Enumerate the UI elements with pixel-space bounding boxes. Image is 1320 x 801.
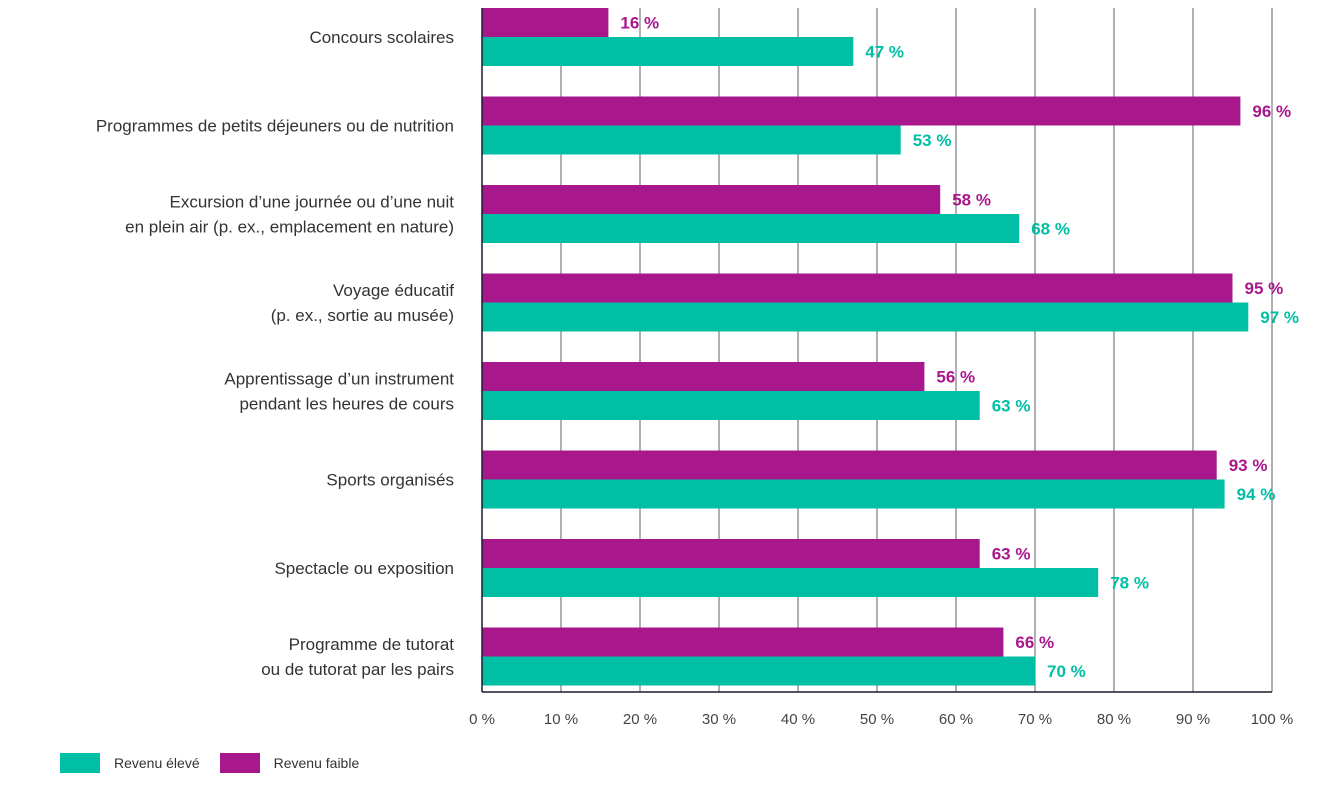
x-tick-label: 40 % — [781, 711, 815, 728]
data-label-high: 78 % — [1110, 574, 1149, 593]
category-label: en plein air (p. ex., emplacement en nat… — [125, 218, 454, 237]
x-tick-label: 10 % — [544, 711, 578, 728]
bar-low — [482, 8, 609, 37]
bar-low — [482, 185, 941, 214]
data-label-high: 68 % — [1031, 220, 1070, 239]
legend-swatch-low — [219, 753, 260, 773]
category-label: ou de tutorat par les pairs — [261, 660, 454, 679]
data-label-high: 97 % — [1260, 308, 1299, 327]
category-label: (p. ex., sortie au musée) — [271, 306, 454, 325]
data-label-low: 96 % — [1252, 102, 1291, 121]
data-label-high: 70 % — [1047, 662, 1086, 681]
category-label: Programme de tutorat — [289, 635, 455, 654]
category-label: Spectacle ou exposition — [274, 559, 454, 578]
data-label-low: 58 % — [952, 191, 991, 210]
data-label-low: 66 % — [1015, 633, 1054, 652]
bar-high — [482, 391, 980, 420]
bar-chart: 16 % 47 % Concours scolaires 96 % 53 % Progra… — [96, 8, 1299, 728]
data-label-high: 63 % — [992, 397, 1031, 416]
data-label-low: 16 % — [620, 14, 659, 33]
category-label: pendant les heures de cours — [239, 395, 454, 414]
category-label: Programmes de petits déjeuners ou de nut… — [96, 117, 454, 136]
x-tick-label: 80 % — [1097, 711, 1131, 728]
x-tick-label: 0 % — [469, 711, 495, 728]
bar-low — [482, 362, 925, 391]
data-label-high: 53 % — [913, 131, 952, 150]
data-label-low: 95 % — [1245, 279, 1284, 298]
category-label: Concours scolaires — [309, 28, 454, 47]
legend: Revenu élevé Revenu faible — [60, 753, 379, 773]
category-label: Sports organisés — [326, 471, 454, 490]
bar-high — [482, 568, 1099, 597]
x-tick-label: 100 % — [1251, 711, 1294, 728]
x-tick-label: 50 % — [860, 711, 894, 728]
bar-low — [482, 627, 1004, 657]
legend-swatch-high — [60, 753, 100, 773]
bar-high — [482, 479, 1225, 509]
bar-high — [482, 656, 1035, 686]
bar-high — [482, 302, 1249, 332]
category-label: Apprentissage d’un instrument — [224, 370, 454, 389]
data-label-low: 93 % — [1229, 456, 1268, 475]
bar-low — [482, 450, 1217, 480]
x-tick-label: 70 % — [1018, 711, 1052, 728]
bar-high — [482, 214, 1020, 243]
bar-high — [482, 125, 901, 155]
category-label: Excursion d’une journée ou d’une nuit — [170, 193, 455, 212]
data-label-low: 56 % — [936, 368, 975, 387]
bar-high — [482, 37, 854, 66]
x-tick-label: 20 % — [623, 711, 657, 728]
x-tick-label: 60 % — [939, 711, 973, 728]
data-label-high: 94 % — [1237, 485, 1276, 504]
legend-item-low: Revenu faible — [219, 753, 360, 773]
data-label-low: 63 % — [992, 545, 1031, 564]
legend-item-high: Revenu élevé — [60, 753, 200, 773]
x-tick-label: 90 % — [1176, 711, 1210, 728]
category-label: Voyage éducatif — [333, 281, 454, 300]
legend-label-high: Revenu élevé — [114, 755, 200, 771]
data-label-high: 47 % — [865, 43, 904, 62]
legend-label-low: Revenu faible — [273, 755, 360, 771]
bar-low — [482, 539, 980, 568]
x-tick-label: 30 % — [702, 711, 736, 728]
bar-low — [482, 273, 1233, 303]
bar-low — [482, 96, 1241, 126]
